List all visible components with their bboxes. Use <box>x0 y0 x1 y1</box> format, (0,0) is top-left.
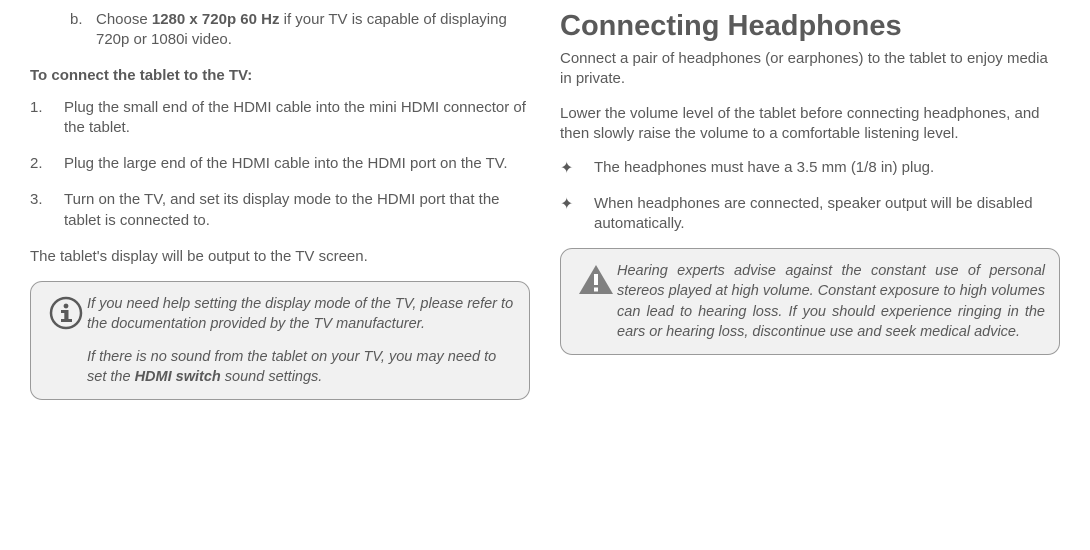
output-text: The tablet's display will be output to t… <box>30 247 530 267</box>
bullet-1: ✦ The headphones must have a 3.5 mm (1/8… <box>560 158 1060 180</box>
bullet-text: When headphones are connected, speaker o… <box>594 194 1060 235</box>
info-icon <box>45 294 87 330</box>
sub-list-item-b: b. Choose 1280 x 720p 60 Hz if your TV i… <box>70 10 530 51</box>
list-marker: b. <box>70 10 96 51</box>
list-marker: 2. <box>30 154 64 174</box>
step-2: 2. Plug the large end of the HDMI cable … <box>30 154 530 174</box>
bullet-text: The headphones must have a 3.5 mm (1/8 i… <box>594 158 934 180</box>
step-1: 1. Plug the small end of the HDMI cable … <box>30 98 530 139</box>
left-column: b. Choose 1280 x 720p 60 Hz if your TV i… <box>30 10 550 540</box>
step-3: 3. Turn on the TV, and set its display m… <box>30 190 530 231</box>
list-marker: 1. <box>30 98 64 139</box>
text-bold: 1280 x 720p 60 Hz <box>152 11 280 28</box>
connect-heading: To connect the tablet to the TV: <box>30 67 530 84</box>
info-paragraph-1: If you need help setting the display mod… <box>87 294 515 335</box>
list-text: Choose 1280 x 720p 60 Hz if your TV is c… <box>96 10 530 51</box>
list-marker: 3. <box>30 190 64 231</box>
warning-icon <box>575 261 617 297</box>
list-text: Plug the large end of the HDMI cable int… <box>64 154 508 174</box>
star-icon: ✦ <box>560 158 594 180</box>
info-paragraph-2: If there is no sound from the tablet on … <box>87 347 515 388</box>
callout-text: If you need help setting the display mod… <box>87 294 515 387</box>
right-column: Connecting Headphones Connect a pair of … <box>550 10 1070 540</box>
text-bold: HDMI switch <box>135 369 221 385</box>
star-icon: ✦ <box>560 194 594 235</box>
warning-text: Hearing experts advise against the const… <box>617 261 1045 342</box>
list-text: Turn on the TV, and set its display mode… <box>64 190 530 231</box>
text-post: sound settings. <box>221 369 323 385</box>
warning-callout: Hearing experts advise against the const… <box>560 248 1060 355</box>
list-text: Plug the small end of the HDMI cable int… <box>64 98 530 139</box>
intro-paragraph-2: Lower the volume level of the tablet bef… <box>560 104 1060 145</box>
headphones-heading: Connecting Headphones <box>560 10 1060 43</box>
text-pre: Choose <box>96 11 152 28</box>
bullet-2: ✦ When headphones are connected, speaker… <box>560 194 1060 235</box>
intro-paragraph-1: Connect a pair of headphones (or earphon… <box>560 49 1060 90</box>
info-callout: If you need help setting the display mod… <box>30 281 530 400</box>
